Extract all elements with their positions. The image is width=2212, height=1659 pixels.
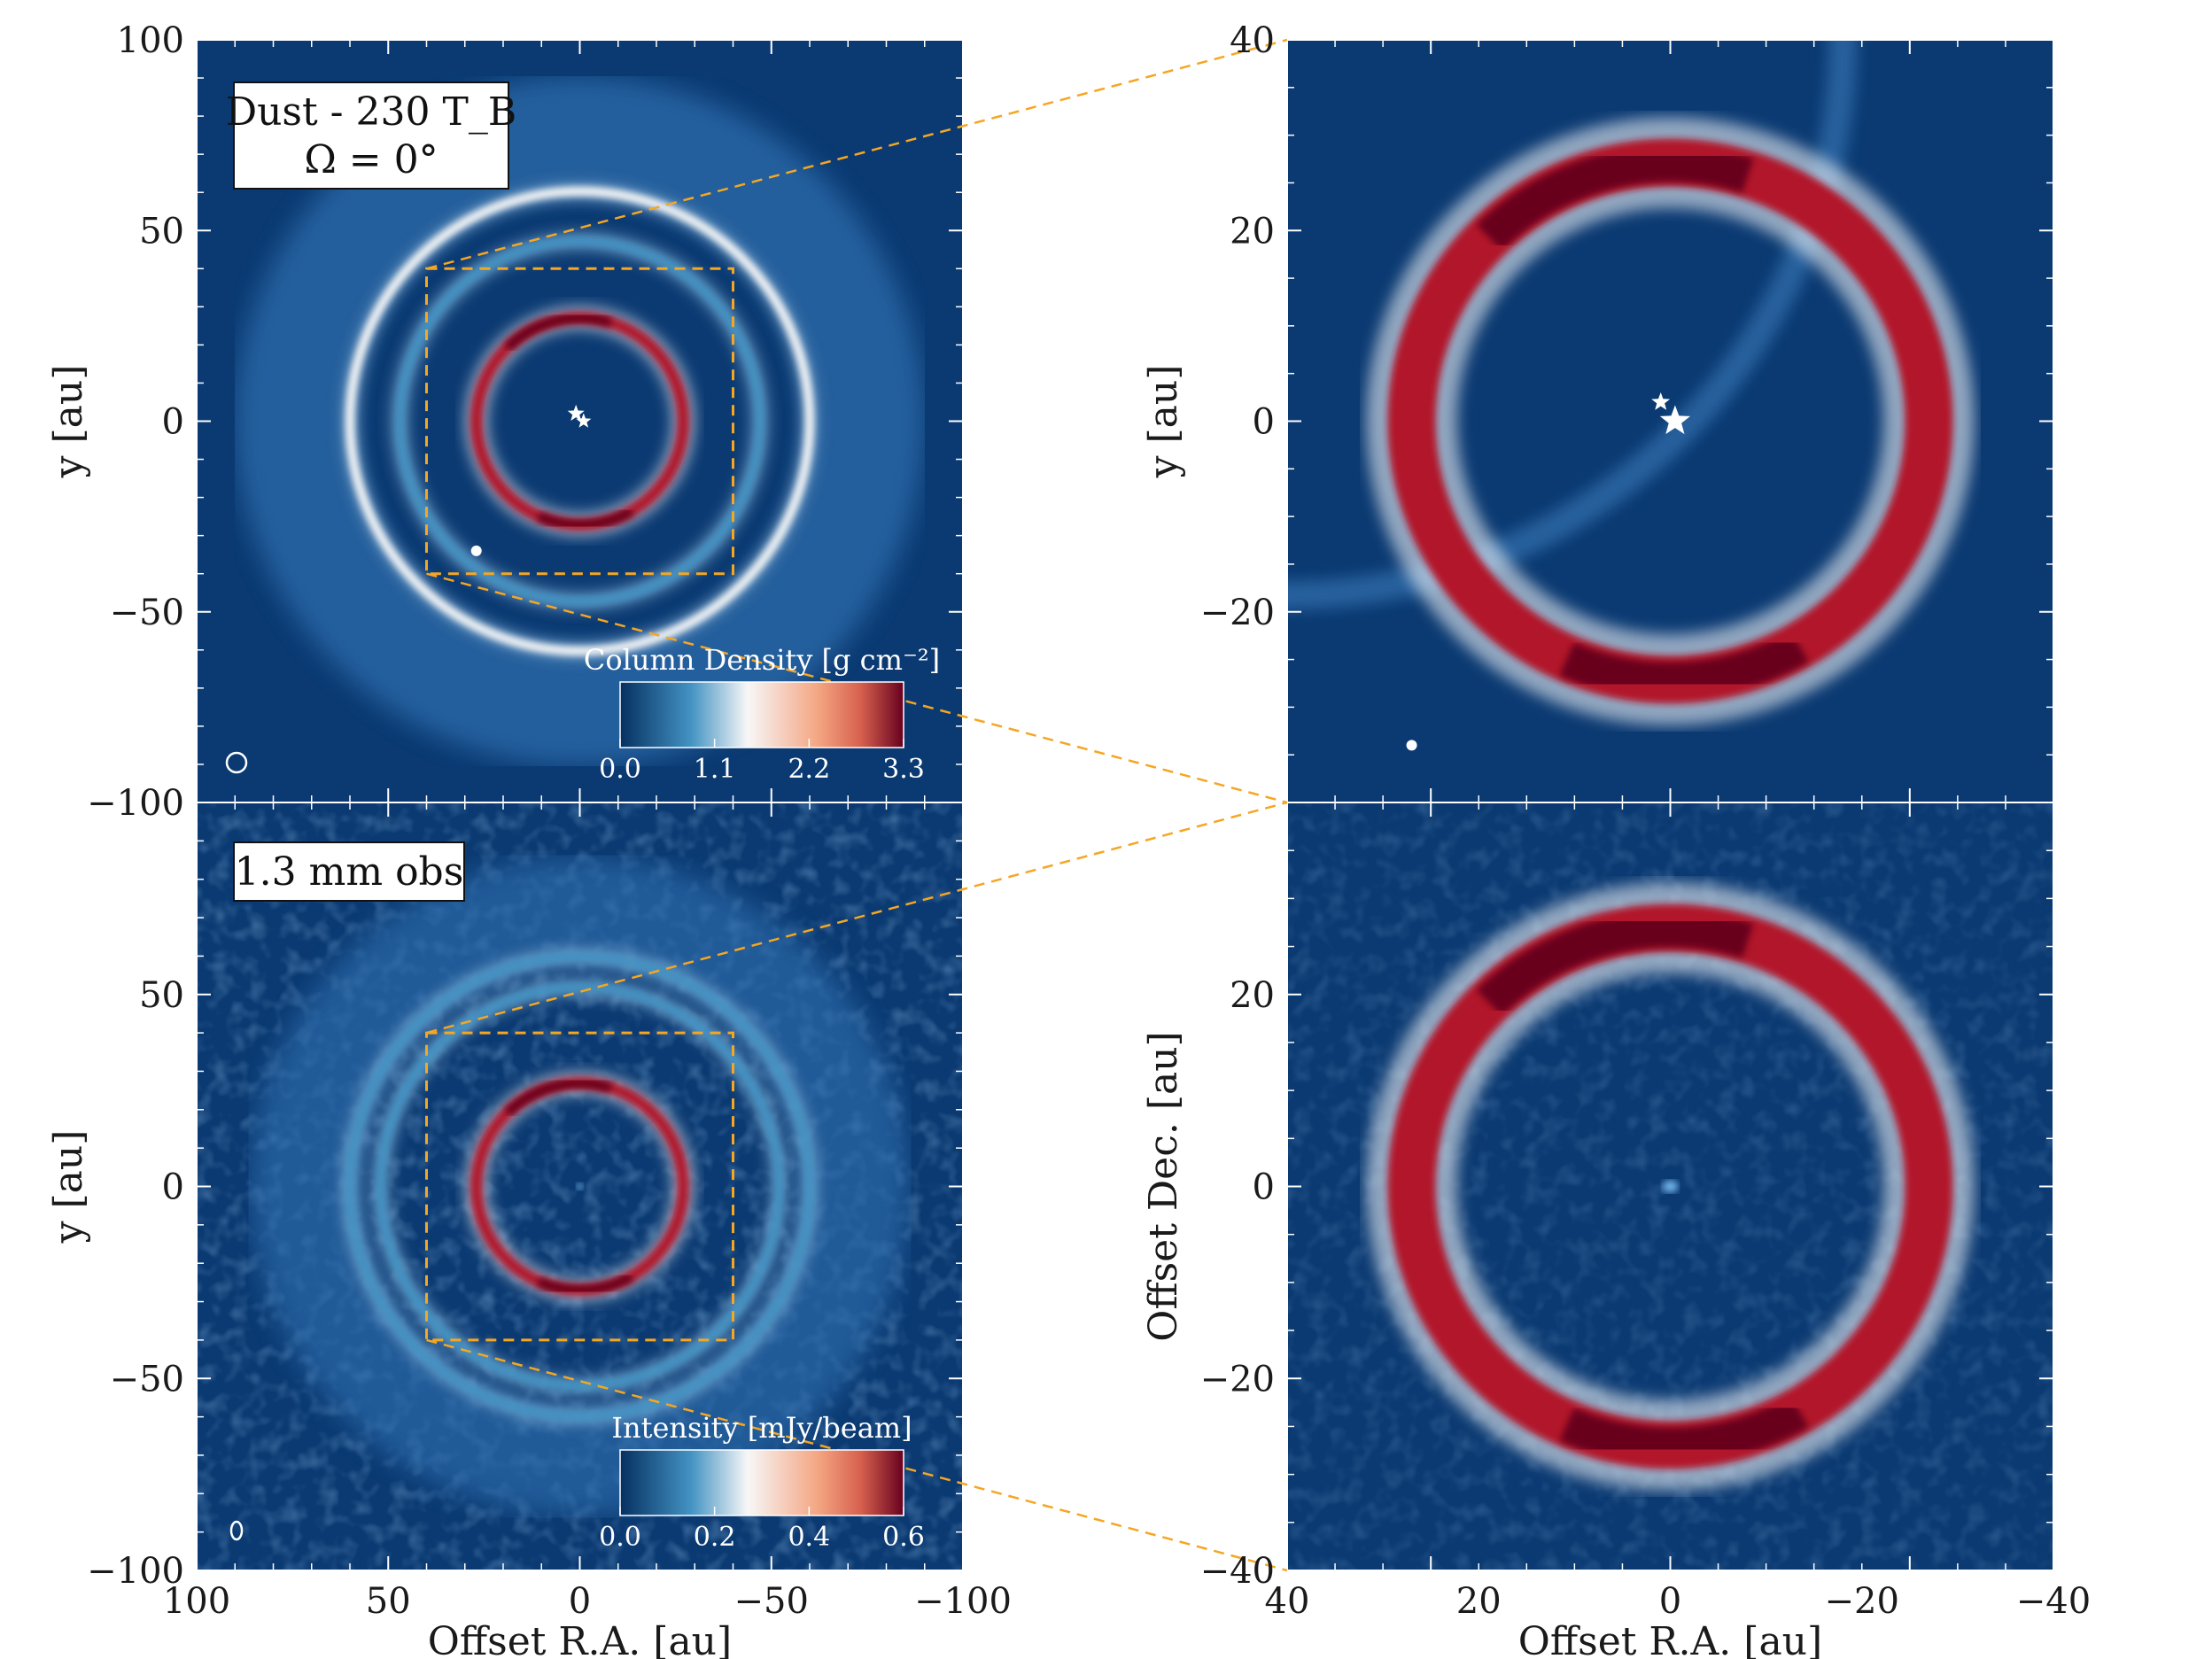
zoom-connector [426,38,1288,270]
ring-dense-arc [1559,630,1809,699]
text-layer: 100 50 0 −50 −100 y [au] Dust - 230 T_BΩ = 0° C… [46,20,2091,1659]
y-tick-label: −40 [1200,1551,1275,1592]
ring-dense-arc [536,1272,634,1295]
colorbar-tick-label: 1.1 [694,754,736,785]
y-axis-label: y [au] [46,365,91,479]
label-box [233,841,465,902]
planet-dot [1406,740,1417,751]
zoom-connector [426,801,1288,1035]
label-box-text: 1.3 mm obs [235,849,464,895]
x-tick-label: −100 [914,1581,1012,1622]
ring-dense-arc [1476,145,1754,251]
star-icon [576,413,592,428]
star-icon [1659,405,1690,435]
y-axis-label: y [au] [46,1130,91,1244]
y-tick-label: 0 [1253,1167,1275,1208]
y-tick-label: 50 [139,975,184,1016]
panel-bottom-right [1287,802,2053,1570]
x-tick-label: −50 [734,1581,809,1622]
ring-dense-arc [536,507,634,530]
x-tick-label: 40 [1265,1581,1310,1622]
colorbar-tick-label: 3.3 [882,754,925,785]
colorbar [619,1449,904,1516]
y-tick-label: −50 [110,1359,184,1399]
colorbar [619,681,904,748]
x-tick-label: 20 [1456,1581,1502,1622]
colorbar-label: Intensity [mJy/beam] [611,1411,912,1445]
label-box [233,81,509,190]
ring-dense-arc [1476,911,1754,1016]
image-layer [197,40,2053,1570]
star-icon [567,404,585,421]
ring-dense-arc [1559,1395,1809,1464]
beam-ellipse [225,751,248,774]
outer-dust-halo [250,857,910,1516]
colorbar-tick-label: 0.0 [599,1522,641,1553]
y-tick-label: −20 [1200,1359,1275,1399]
star-icon [1651,392,1671,410]
x-tick-label: −40 [2016,1581,2091,1622]
colorbar-tick-label: 0.4 [788,1522,830,1553]
x-tick-label: 50 [366,1581,411,1622]
label-box-text: Ω = 0° [304,137,438,182]
colorbar-tick-label: 0.0 [599,754,641,785]
ring-dense-arc [504,1079,613,1117]
x-axis-label: Offset R.A. [au] [428,1619,732,1659]
y-tick-label: 50 [139,211,184,252]
y-tick-label: 0 [162,1167,184,1208]
x-tick-label: 100 [163,1581,230,1622]
outer-dust-halo [235,76,925,766]
beam-ellipse [229,1520,244,1541]
colorbar-tick-label: 0.6 [882,1522,925,1553]
x-tick-label: 0 [569,1581,591,1622]
panel-bottom-left [197,802,963,1570]
ring-2 [345,186,815,656]
colorbar-tick-label: 2.2 [788,754,830,785]
y-tick-label: −50 [110,593,184,633]
central-source [576,1182,584,1190]
y-tick-label: 0 [1253,402,1275,443]
y-tick-label: 0 [162,402,184,443]
y-tick-label: −100 [87,1551,184,1592]
y-tick-label: 20 [1230,975,1275,1016]
y-tick-label: −20 [1200,593,1275,633]
planet-dot [470,545,482,556]
central-source [1662,1180,1679,1193]
label-box-text: Dust - 230 T_B [226,89,516,135]
zoom-box [425,1031,734,1342]
y-tick-label: 100 [117,20,184,61]
y-tick-label: −100 [87,783,184,824]
x-axis-label: Offset R.A. [au] [1518,1619,1822,1659]
panel-top-right [1287,40,2053,802]
y-axis-label: Offset Dec. [au] [1141,1031,1186,1341]
zoom-box [425,267,734,576]
y-tick-label: 20 [1230,211,1275,252]
colorbar-tick-label: 0.2 [694,1522,736,1553]
x-tick-label: 0 [1659,1581,1681,1622]
ring-1 [376,982,784,1391]
y-axis-label: y [au] [1141,365,1186,479]
colorbar-label: Column Density [g cm⁻²] [584,643,940,677]
ring-2 [345,951,815,1422]
ring-1 [395,236,764,606]
x-tick-label: −20 [1825,1581,1899,1622]
ring-dense-arc [504,314,613,352]
axes-layer [196,39,2054,1571]
y-tick-label: 40 [1230,20,1275,61]
panel-top-left [197,40,963,802]
